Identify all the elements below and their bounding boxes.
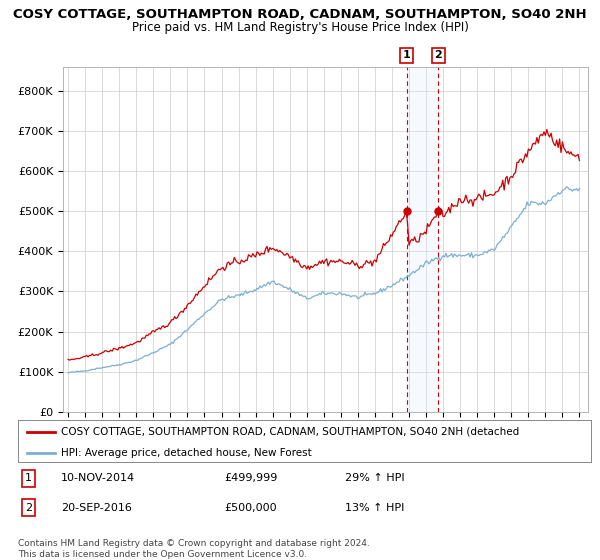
- Text: 1: 1: [403, 50, 410, 60]
- Text: 29% ↑ HPI: 29% ↑ HPI: [344, 473, 404, 483]
- Text: £500,000: £500,000: [224, 503, 277, 513]
- Text: 2: 2: [434, 50, 442, 60]
- Text: COSY COTTAGE, SOUTHAMPTON ROAD, CADNAM, SOUTHAMPTON, SO40 2NH (detached: COSY COTTAGE, SOUTHAMPTON ROAD, CADNAM, …: [61, 427, 519, 437]
- Text: 2: 2: [25, 503, 32, 513]
- Text: Contains HM Land Registry data © Crown copyright and database right 2024.
This d: Contains HM Land Registry data © Crown c…: [18, 539, 370, 559]
- Text: £499,999: £499,999: [224, 473, 278, 483]
- Bar: [407, 67, 439, 412]
- Text: 1: 1: [25, 473, 32, 483]
- Text: 10-NOV-2014: 10-NOV-2014: [61, 473, 135, 483]
- Text: COSY COTTAGE, SOUTHAMPTON ROAD, CADNAM, SOUTHAMPTON, SO40 2NH: COSY COTTAGE, SOUTHAMPTON ROAD, CADNAM, …: [13, 8, 587, 21]
- Text: 20-SEP-2016: 20-SEP-2016: [61, 503, 132, 513]
- Text: 13% ↑ HPI: 13% ↑ HPI: [344, 503, 404, 513]
- Text: HPI: Average price, detached house, New Forest: HPI: Average price, detached house, New …: [61, 448, 312, 458]
- Text: Price paid vs. HM Land Registry's House Price Index (HPI): Price paid vs. HM Land Registry's House …: [131, 21, 469, 34]
